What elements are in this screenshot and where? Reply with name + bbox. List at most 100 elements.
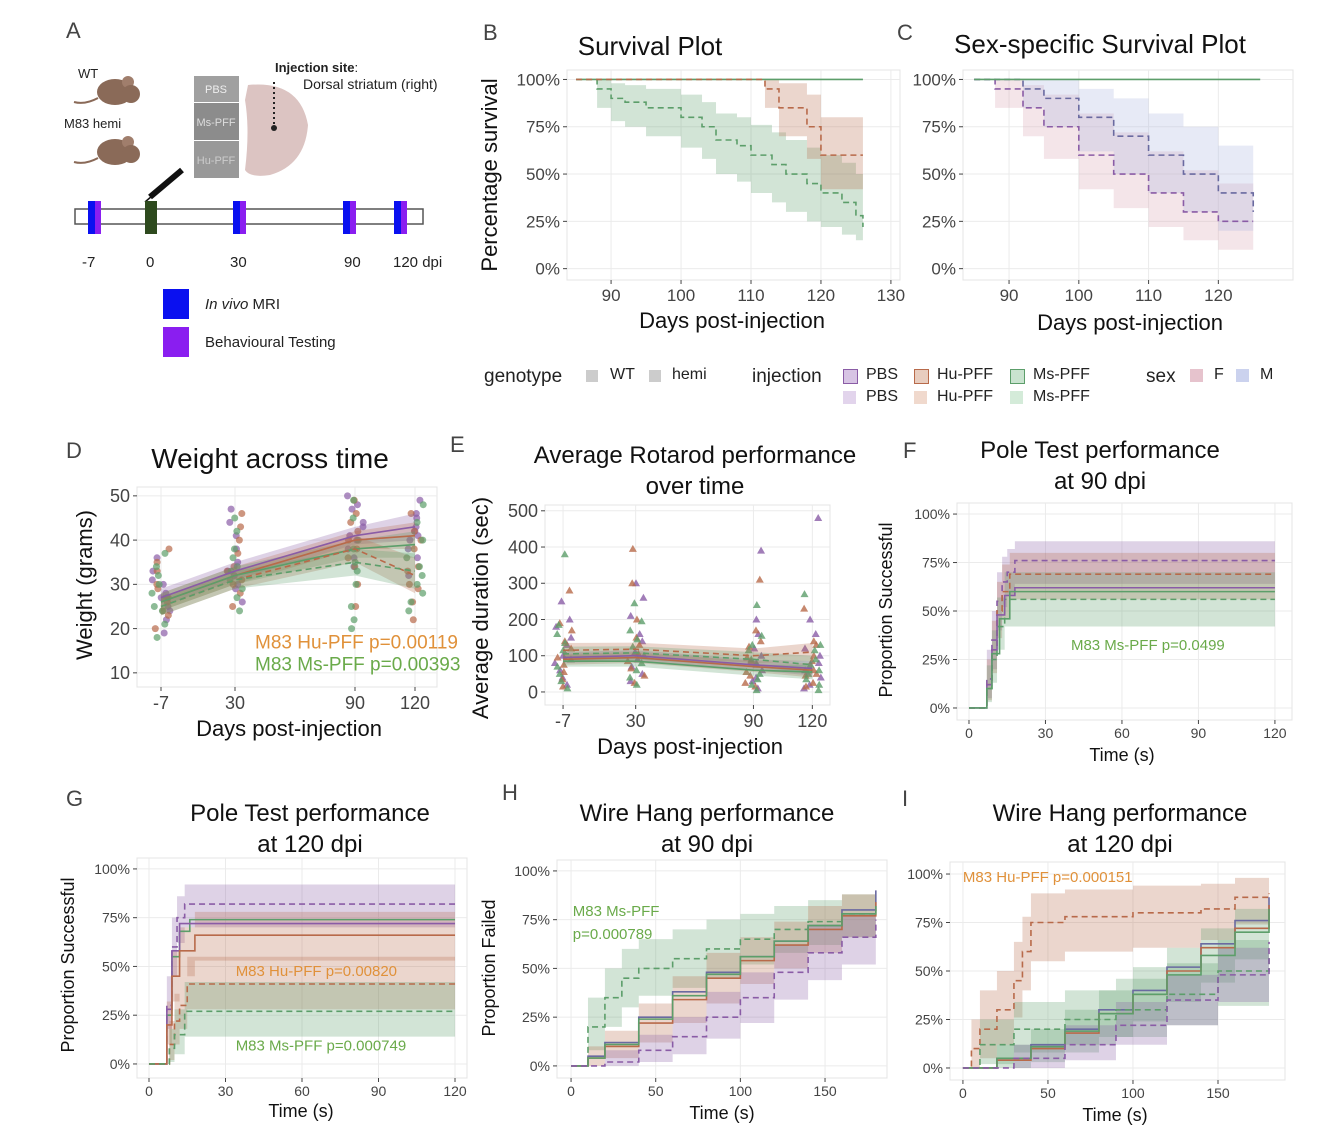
data-point [628, 642, 637, 650]
y-tick-label: 0% [110, 1056, 130, 1072]
vial-hu-pff [194, 141, 239, 178]
x-tick-label: 50 [1040, 1085, 1056, 1101]
vial-label: PBS [205, 84, 227, 96]
hemi-label: M83 hemi [64, 116, 122, 131]
confidence-band [161, 531, 415, 611]
series-line [962, 893, 1270, 1069]
legend-key-pbs [843, 369, 858, 384]
x-tick-label: 110 [737, 286, 764, 305]
data-point [410, 527, 418, 535]
timeline-label: 90 [344, 254, 361, 271]
data-point [800, 644, 809, 652]
injection-site-label: Injection site: [275, 60, 358, 75]
legend-key-wt [586, 370, 598, 382]
data-point [565, 586, 574, 594]
data-point [554, 620, 563, 628]
y-tick-label: 100% [907, 866, 943, 882]
confidence-band [968, 572, 1275, 708]
data-point [626, 611, 635, 619]
data-point [229, 602, 237, 610]
series-line [962, 908, 1270, 1069]
data-point [816, 640, 825, 648]
legend-title-genotype: genotype [484, 366, 563, 387]
y-tick-label: 300 [508, 574, 538, 594]
annotation: M83 Ms-PFF p=0.0499 [1071, 637, 1225, 654]
annotation: p=0.000789 [573, 926, 653, 943]
y-tick-label: 25% [522, 1009, 550, 1025]
data-point [811, 629, 820, 637]
series-line [160, 548, 416, 608]
data-point [809, 637, 818, 645]
x-tick-label: 60 [1114, 725, 1130, 741]
x-tick-label: 150 [1206, 1085, 1230, 1101]
x-tick-label: 60 [294, 1083, 310, 1099]
series-line [160, 561, 416, 608]
plot-border [544, 504, 831, 706]
x-tick-label: 100 [1121, 1085, 1145, 1101]
data-point [403, 554, 411, 562]
data-point [236, 607, 244, 615]
data-point [555, 669, 564, 677]
series-line [563, 648, 813, 657]
x-axis-label: Time (s) [1089, 745, 1154, 765]
timeline-label: 30 [230, 254, 247, 271]
data-point [637, 658, 646, 666]
data-point [800, 590, 809, 598]
y-tick-label: 100% [514, 863, 550, 879]
y-tick-label: 10 [110, 663, 130, 683]
mri-marker [88, 201, 95, 234]
x-tick-label: 120 [400, 693, 430, 713]
timeline-label: 0 [146, 254, 155, 271]
x-tick-label: 0 [959, 1085, 967, 1101]
data-point [359, 523, 367, 531]
y-axis-label: Proportion Successful [58, 877, 78, 1052]
y-tick-label: 25% [915, 1011, 943, 1027]
series-line [576, 78, 863, 156]
data-point [160, 629, 168, 637]
data-point [353, 567, 361, 575]
chart-title: Sex-specific Survival Plot [954, 29, 1247, 59]
data-point [565, 615, 574, 623]
data-point [419, 536, 427, 544]
data-point [815, 666, 824, 674]
x-tick-label: 150 [813, 1083, 837, 1099]
data-point [350, 616, 358, 624]
series-line [571, 919, 877, 1067]
data-point [409, 616, 417, 624]
data-point [747, 680, 756, 688]
x-axis-label: Time (s) [1082, 1105, 1147, 1125]
data-point [164, 611, 172, 619]
x-tick-label: 90 [1191, 725, 1207, 741]
data-point [352, 580, 360, 588]
data-point [557, 677, 566, 685]
x-axis-label: Time (s) [689, 1103, 754, 1123]
y-tick-label: 20 [110, 619, 130, 639]
y-tick-label: 75% [522, 912, 550, 928]
legend-label: Hu-PFF [937, 388, 993, 405]
annotation: M83 Hu-PFF p=0.000151 [963, 869, 1133, 886]
data-point [419, 501, 427, 509]
data-point [753, 675, 762, 683]
series-line [974, 78, 1254, 223]
legend-label: Ms-PFF [1033, 366, 1090, 383]
panel-letter: E [450, 432, 465, 457]
y-axis-label: Weight (grams) [72, 510, 97, 660]
x-tick-label: -7 [555, 711, 571, 731]
data-point [407, 510, 415, 518]
legend-title-sex: sex [1146, 366, 1176, 387]
data-point [747, 655, 756, 663]
legend-behaviour-label: Behavioural Testing [205, 334, 336, 351]
x-tick-label: 0 [965, 725, 973, 741]
data-point [639, 593, 648, 601]
chart-title: Wire Hang performance [580, 800, 835, 827]
mri-text: MRI [248, 296, 281, 313]
data-point [802, 675, 811, 683]
legend-key-f [1190, 369, 1203, 382]
legend-fill-hu-pff [914, 391, 927, 404]
data-point [553, 662, 562, 670]
data-point [567, 633, 576, 641]
data-point [348, 505, 356, 513]
chart-title: Weight across time [151, 443, 389, 474]
series-line [148, 1010, 456, 1065]
chart-title: Pole Test performance [980, 437, 1220, 464]
